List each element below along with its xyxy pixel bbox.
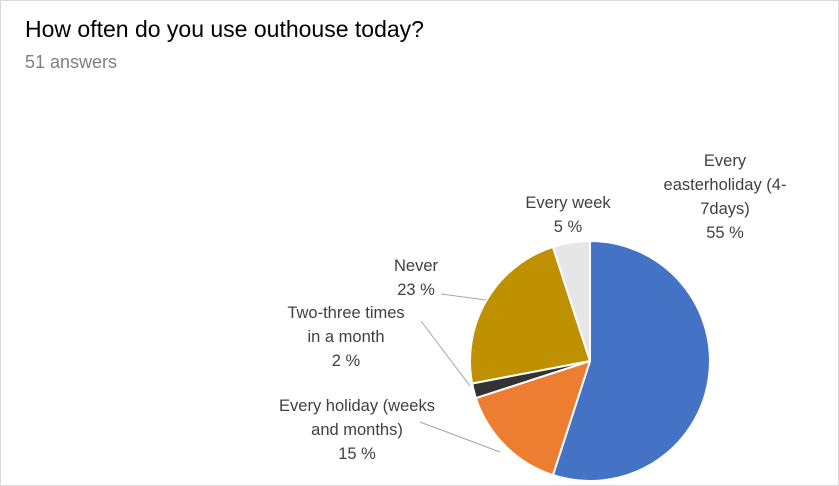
slice-label-0: Every easterholiday (4- 7days) 55 % bbox=[664, 152, 787, 242]
leader-line-3 bbox=[440, 293, 487, 301]
slice-name-line: 7days) bbox=[700, 200, 750, 218]
pie-slice-3 bbox=[469, 245, 591, 385]
leader-line-2 bbox=[420, 320, 471, 387]
slice-name-line: Every holiday (weeks bbox=[279, 397, 435, 415]
slice-labels: Every easterholiday (4- 7days) 55 % Every ho… bbox=[279, 152, 786, 463]
slice-label-3: Never 23 % bbox=[394, 257, 439, 299]
slice-label-4: Every week 5 % bbox=[525, 194, 611, 236]
slice-name-line: Every bbox=[704, 152, 747, 170]
slice-label-1: Every holiday (weeks and months) 15 % bbox=[279, 397, 435, 463]
leader-line-1 bbox=[419, 421, 501, 453]
pie-slice-4 bbox=[551, 240, 591, 362]
slice-label-2: Two-three times in a month 2 % bbox=[287, 304, 404, 370]
pie-slices bbox=[469, 240, 711, 482]
slice-name-line: Two-three times bbox=[287, 304, 404, 322]
slice-value-label: 2 % bbox=[332, 352, 361, 370]
slice-value-label: 15 % bbox=[338, 445, 376, 463]
slice-value-label: 23 % bbox=[397, 281, 435, 299]
slice-name-line: easterholiday (4- bbox=[664, 176, 787, 194]
slice-name-line: in a month bbox=[307, 328, 384, 346]
pie-slice-0 bbox=[551, 240, 711, 482]
slice-name-line: Never bbox=[394, 257, 439, 275]
chart-subtitle: 51 answers bbox=[25, 52, 118, 72]
slice-value-label: 5 % bbox=[554, 218, 583, 236]
slice-name-line: Every week bbox=[525, 194, 611, 212]
slice-value-label: 55 % bbox=[706, 224, 744, 242]
slice-name-line: and months) bbox=[311, 421, 403, 439]
chart-title: How often do you use outhouse today? bbox=[25, 16, 424, 42]
leader-lines bbox=[419, 293, 501, 453]
